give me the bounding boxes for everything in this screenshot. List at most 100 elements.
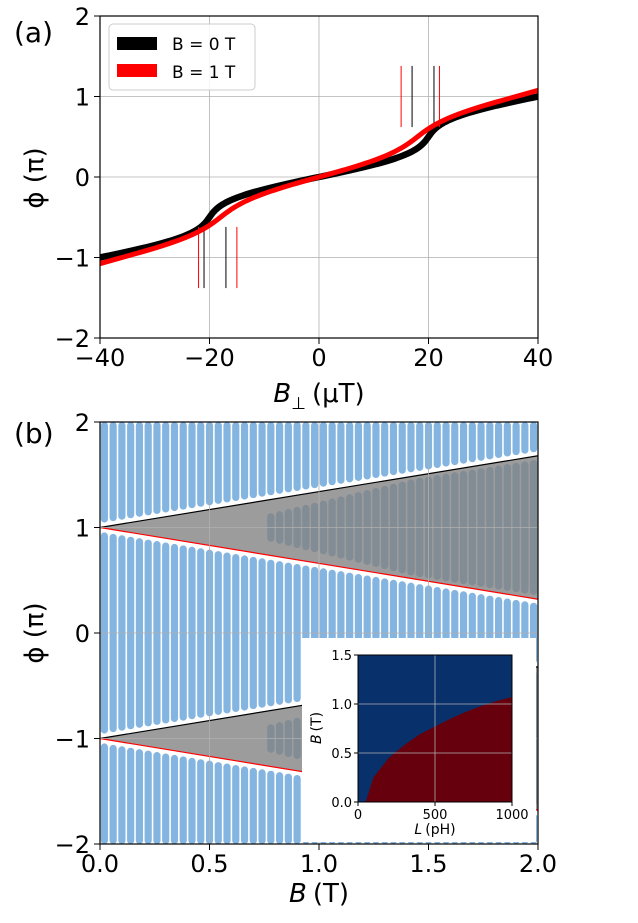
series-b1	[100, 65, 538, 289]
inset-x-tick-label: 500	[423, 808, 448, 823]
panel-a: (a) −40 −20 0 20 40 −2 −1 0 1 2 B⊥ (μT) ϕ (π) B = …	[14, 3, 554, 414]
point-column	[135, 422, 144, 517]
x-tick-label: 1.0	[300, 850, 338, 878]
point-column	[477, 422, 485, 461]
point-column	[293, 422, 301, 491]
point-column	[127, 747, 135, 844]
point-column	[100, 743, 108, 844]
point-column	[311, 422, 319, 489]
point-column	[267, 770, 275, 844]
inset-y-tick-label: 1.0	[331, 698, 352, 713]
point-column	[442, 422, 450, 467]
point-column	[214, 422, 222, 504]
y-tick-label: −1	[55, 245, 90, 273]
inset-x-tick-label: 1000	[495, 808, 528, 823]
x-tick-label: 1.5	[409, 850, 447, 878]
point-column	[144, 422, 152, 516]
inset-y-tick-label: 0.5	[331, 747, 352, 762]
y-tick-label: 1	[75, 515, 90, 543]
y-tick-label: 2	[75, 3, 90, 31]
point-column	[328, 422, 336, 486]
point-column	[249, 767, 257, 844]
panel-b: (b) 0.0 0.5 1.0 1.5 2.0 −2 −1 0 1 2 B (T) ϕ (π) 0 5…	[14, 409, 557, 909]
point-column	[232, 764, 240, 844]
panel-a-curves	[100, 65, 538, 289]
point-column	[486, 422, 494, 460]
inset-chart: 0 500 1000 0.0 0.5 1.0 1.5 L (pH) B(T)	[302, 638, 536, 842]
point-column	[197, 759, 205, 844]
panel-b-ticks: 0.0 0.5 1.0 1.5 2.0 −2 −1 0 1 2	[55, 409, 557, 878]
point-column	[170, 422, 179, 512]
point-column	[188, 422, 196, 509]
point-column	[188, 757, 196, 844]
point-column	[118, 422, 126, 520]
point-column	[337, 422, 345, 484]
point-column	[459, 422, 468, 464]
inset-y-axis-label: B(T)	[309, 712, 325, 744]
y-tick-label: −1	[55, 726, 90, 754]
point-column	[109, 422, 117, 522]
y-tick-label: 1	[75, 84, 90, 112]
x-tick-label: −20	[184, 344, 235, 372]
point-column	[240, 422, 249, 500]
y-tick-label: −2	[55, 325, 90, 353]
legend-entry-b0: B = 0 T	[172, 35, 236, 55]
point-column	[162, 753, 170, 844]
x-tick-label: 2.0	[519, 850, 557, 878]
point-column	[521, 422, 529, 454]
point-column	[407, 422, 415, 473]
point-column	[249, 422, 257, 499]
point-column	[127, 422, 135, 519]
inset-ticks: 0 500 1000 0.0 0.5 1.0 1.5	[331, 649, 528, 823]
point-column	[284, 773, 292, 844]
x-tick-label: 0	[311, 344, 326, 372]
point-column	[267, 422, 275, 496]
point-column	[433, 422, 441, 469]
point-column	[240, 766, 249, 844]
point-column	[100, 422, 108, 523]
panel-b-y-axis-label: ϕ (π)	[20, 602, 50, 663]
point-column	[223, 763, 231, 844]
point-column	[319, 422, 327, 487]
x-tick-label: −40	[75, 344, 126, 372]
x-tick-label: 40	[523, 344, 554, 372]
point-column	[354, 422, 363, 481]
x-tick-label: 20	[413, 344, 444, 372]
inset-x-tick-label: 0	[354, 808, 362, 823]
point-column	[468, 422, 476, 463]
point-column	[284, 422, 292, 493]
point-column	[346, 422, 354, 483]
legend-swatch-b0	[117, 37, 157, 50]
point-column	[162, 422, 170, 513]
inset-x-axis-label: L (pH)	[414, 822, 455, 838]
point-column	[179, 422, 187, 510]
y-tick-label: 2	[75, 409, 90, 437]
legend-entry-b1: B = 1 T	[172, 63, 236, 83]
point-column	[451, 422, 459, 466]
point-column	[153, 422, 161, 514]
point-column	[416, 422, 424, 471]
panel-a-legend: B = 0 T B = 1 T	[108, 23, 256, 91]
point-column	[293, 775, 301, 844]
point-column	[118, 746, 126, 844]
point-column	[258, 422, 266, 497]
series-line	[100, 87, 538, 267]
inset-y-tick-label: 0.0	[331, 796, 352, 811]
y-tick-label: 0	[75, 164, 90, 192]
panel-a-x-axis-label: B⊥ (μT)	[273, 379, 364, 414]
point-column	[109, 744, 117, 844]
panel-a-y-axis-label: ϕ (π)	[20, 147, 50, 208]
point-column	[512, 422, 520, 456]
panel-b-label: (b)	[14, 417, 54, 450]
x-tick-label: 0.5	[190, 850, 228, 878]
y-tick-label: −2	[55, 831, 90, 859]
point-column	[144, 750, 152, 844]
legend-swatch-b1	[117, 64, 157, 77]
point-column	[170, 754, 179, 844]
point-column	[389, 422, 398, 476]
y-tick-label: 0	[75, 620, 90, 648]
point-column	[494, 422, 503, 458]
point-column	[275, 772, 284, 844]
point-column	[530, 422, 538, 453]
